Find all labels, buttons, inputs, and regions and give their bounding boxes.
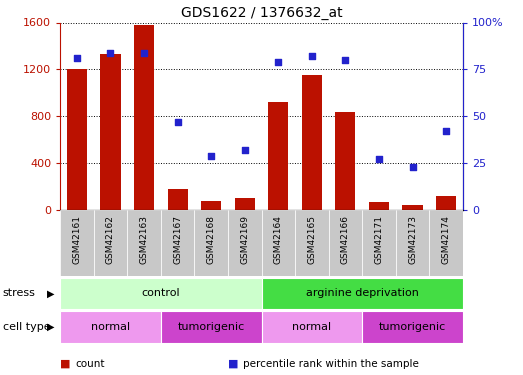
- Point: [408, 164, 417, 170]
- Point: [73, 55, 81, 61]
- Text: GSM42163: GSM42163: [140, 215, 149, 264]
- Text: normal: normal: [91, 322, 130, 332]
- Text: GSM42166: GSM42166: [341, 215, 350, 264]
- Bar: [201, 201, 221, 210]
- Text: ▶: ▶: [48, 322, 55, 332]
- Text: tumorigenic: tumorigenic: [177, 322, 245, 332]
- Point: [375, 156, 383, 162]
- Text: GSM42165: GSM42165: [308, 215, 316, 264]
- Bar: [94, 210, 127, 276]
- Bar: [328, 210, 362, 276]
- Bar: [235, 198, 255, 210]
- Bar: [100, 54, 120, 210]
- Point: [442, 128, 450, 134]
- Bar: [335, 112, 356, 210]
- Bar: [403, 206, 423, 210]
- Point: [341, 57, 349, 63]
- Bar: [429, 210, 463, 276]
- Title: GDS1622 / 1376632_at: GDS1622 / 1376632_at: [180, 6, 343, 20]
- Text: control: control: [142, 288, 180, 298]
- Text: GSM42174: GSM42174: [441, 215, 451, 264]
- Text: GSM42161: GSM42161: [72, 215, 82, 264]
- Bar: [161, 210, 195, 276]
- Text: GSM42164: GSM42164: [274, 215, 283, 264]
- Text: ■: ■: [228, 359, 238, 369]
- Text: count: count: [76, 359, 105, 369]
- Point: [106, 50, 115, 55]
- Text: GSM42167: GSM42167: [173, 215, 182, 264]
- Text: GSM42169: GSM42169: [240, 215, 249, 264]
- Point: [241, 147, 249, 153]
- Text: normal: normal: [292, 322, 332, 332]
- Bar: [161, 311, 262, 343]
- Text: GSM42173: GSM42173: [408, 215, 417, 264]
- Bar: [67, 69, 87, 210]
- Bar: [60, 210, 94, 276]
- Bar: [167, 189, 188, 210]
- Bar: [60, 311, 161, 343]
- Bar: [268, 102, 288, 210]
- Text: GSM42171: GSM42171: [374, 215, 383, 264]
- Bar: [262, 311, 362, 343]
- Bar: [195, 210, 228, 276]
- Bar: [134, 25, 154, 210]
- Text: tumorigenic: tumorigenic: [379, 322, 446, 332]
- Text: GSM42168: GSM42168: [207, 215, 215, 264]
- Text: stress: stress: [3, 288, 36, 298]
- Text: ■: ■: [60, 359, 71, 369]
- Text: percentile rank within the sample: percentile rank within the sample: [243, 359, 419, 369]
- Point: [140, 50, 148, 55]
- Bar: [60, 278, 262, 309]
- Bar: [302, 75, 322, 210]
- Text: GSM42162: GSM42162: [106, 215, 115, 264]
- Bar: [262, 210, 295, 276]
- Bar: [436, 196, 456, 210]
- Bar: [127, 210, 161, 276]
- Bar: [396, 210, 429, 276]
- Point: [308, 53, 316, 59]
- Bar: [362, 311, 463, 343]
- Point: [207, 153, 215, 159]
- Bar: [362, 210, 396, 276]
- Bar: [228, 210, 262, 276]
- Point: [174, 119, 182, 125]
- Bar: [369, 202, 389, 210]
- Bar: [295, 210, 328, 276]
- Bar: [262, 278, 463, 309]
- Text: arginine deprivation: arginine deprivation: [306, 288, 418, 298]
- Text: cell type: cell type: [3, 322, 50, 332]
- Point: [274, 59, 282, 65]
- Text: ▶: ▶: [48, 288, 55, 298]
